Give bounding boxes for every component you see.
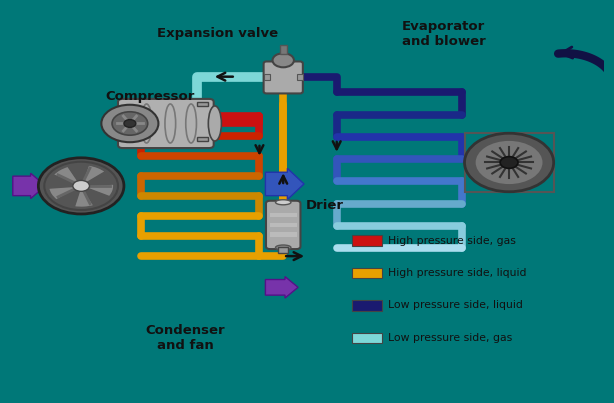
- Wedge shape: [74, 186, 94, 208]
- Circle shape: [73, 181, 90, 191]
- Bar: [352, 268, 383, 278]
- Ellipse shape: [276, 200, 291, 205]
- Bar: [279, 247, 288, 253]
- Bar: [197, 137, 208, 141]
- Bar: [270, 232, 297, 237]
- FancyBboxPatch shape: [263, 61, 303, 93]
- Text: Drier: Drier: [306, 199, 344, 212]
- Circle shape: [500, 157, 518, 168]
- FancyArrow shape: [265, 276, 298, 298]
- Bar: [465, 133, 554, 192]
- FancyArrow shape: [265, 168, 304, 199]
- Wedge shape: [49, 186, 81, 200]
- Text: Low pressure side, liquid: Low pressure side, liquid: [389, 300, 523, 310]
- Circle shape: [38, 158, 124, 214]
- Wedge shape: [81, 184, 114, 197]
- Text: Evaporator
and blower: Evaporator and blower: [402, 20, 486, 48]
- Text: High pressure side, liquid: High pressure side, liquid: [389, 268, 527, 278]
- Text: Compressor: Compressor: [105, 90, 194, 103]
- Bar: [352, 332, 383, 343]
- Wedge shape: [53, 166, 81, 186]
- Text: Condenser
and fan: Condenser and fan: [146, 324, 225, 352]
- Circle shape: [124, 120, 136, 127]
- Bar: [279, 46, 287, 54]
- Circle shape: [465, 133, 554, 192]
- Wedge shape: [81, 165, 106, 186]
- FancyBboxPatch shape: [118, 99, 214, 148]
- Bar: [197, 102, 208, 106]
- Bar: [270, 222, 297, 227]
- Ellipse shape: [276, 245, 291, 250]
- FancyArrow shape: [13, 173, 45, 199]
- Bar: [263, 73, 270, 80]
- Bar: [270, 213, 297, 218]
- Bar: [352, 235, 383, 246]
- Circle shape: [112, 112, 148, 135]
- Circle shape: [475, 140, 543, 185]
- Ellipse shape: [208, 106, 222, 141]
- Text: Low pressure side, gas: Low pressure side, gas: [389, 332, 513, 343]
- Circle shape: [273, 53, 294, 67]
- Ellipse shape: [122, 106, 135, 141]
- Bar: [297, 73, 303, 80]
- Circle shape: [101, 105, 158, 142]
- Text: High pressure side, gas: High pressure side, gas: [389, 235, 516, 245]
- Text: Expansion valve: Expansion valve: [157, 27, 278, 40]
- FancyBboxPatch shape: [266, 201, 300, 249]
- Bar: [352, 300, 383, 311]
